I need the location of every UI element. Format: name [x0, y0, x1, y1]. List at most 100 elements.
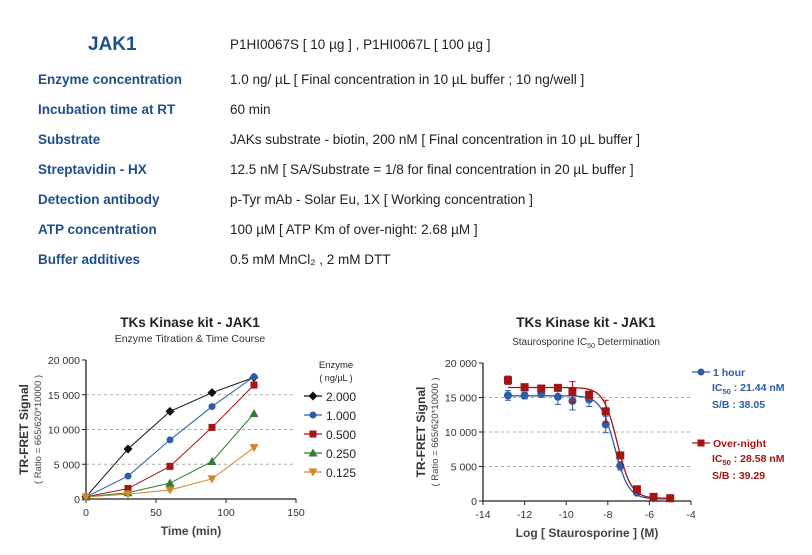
- square-marker: [666, 494, 675, 503]
- legend-label: 0.125: [326, 466, 356, 480]
- y-tick-label: 0: [74, 494, 80, 506]
- legend-label: 2.000: [326, 390, 356, 404]
- ic50-annotation: IC50 : 21.44 nM: [712, 382, 785, 396]
- condition-value: 1.0 ng/ µL [ Final concentration in 10 µ…: [230, 72, 585, 87]
- diamond-marker: [165, 406, 175, 416]
- y-tick-label: 10 000: [48, 425, 80, 437]
- circle-marker: [649, 494, 658, 503]
- circle-marker: [697, 368, 705, 376]
- triangle-marker: [165, 478, 175, 487]
- triangle-down-marker: [249, 444, 259, 453]
- circle-marker: [632, 488, 641, 497]
- page-title: JAK1: [88, 34, 137, 55]
- diamond-marker: [207, 388, 217, 398]
- y-tick-label: 5 000: [54, 459, 80, 471]
- legend-label: 0.500: [326, 428, 356, 442]
- y-tick-label: 15 000: [48, 390, 80, 402]
- triangle-down-marker: [308, 468, 318, 477]
- fit-curve: [508, 395, 671, 500]
- chart-subtitle: Staurosporine IC50 Determination: [512, 337, 660, 350]
- square-marker: [616, 451, 625, 460]
- condition-value: p-Tyr mAb - Solar Eu, 1X [ Working conce…: [230, 192, 533, 207]
- y-axis-sublabel: ( Ratio = 665/620*10000 ): [33, 375, 44, 484]
- enzyme-titration-chart: TKs Kinase kit - JAK1 0 5 000 10 000 15 000 2…: [17, 315, 356, 538]
- legend-title: Enzyme: [319, 360, 353, 371]
- x-tick-label: -4: [686, 509, 695, 521]
- circle-marker: [585, 395, 594, 404]
- x-tick-label: 0: [83, 507, 89, 519]
- condition-label: Enzyme concentration: [38, 72, 183, 87]
- circle-marker: [537, 390, 546, 399]
- condition-label: Buffer additives: [38, 252, 141, 267]
- y-tick-label: 5 000: [451, 462, 477, 474]
- chart-title: TKs Kinase kit - JAK1: [516, 315, 656, 330]
- condition-label: ATP concentration: [38, 222, 157, 237]
- legend-label: 1.000: [326, 409, 356, 423]
- x-tick-label: -8: [603, 509, 612, 521]
- y-tick-label: 10 000: [445, 427, 477, 439]
- circle-marker: [601, 420, 610, 429]
- x-axis-label: Log [ Staurosporine ] (M): [516, 526, 659, 540]
- square-marker: [537, 384, 546, 393]
- triangle-marker: [308, 448, 318, 457]
- circle-marker: [520, 391, 529, 400]
- square-marker: [250, 381, 258, 389]
- square-marker: [601, 407, 610, 416]
- circle-marker: [309, 411, 317, 419]
- condition-label: Incubation time at RT: [38, 102, 176, 117]
- square-marker: [697, 439, 705, 447]
- y-tick-label: 15 000: [445, 393, 477, 405]
- legend-label: 0.250: [326, 447, 356, 461]
- square-marker: [632, 485, 641, 494]
- triangle-down-marker: [207, 475, 217, 484]
- triangle-down-marker: [123, 490, 133, 499]
- catalog-numbers: P1HI0067S [ 10 µg ] , P1HI0067L [ 100 µg…: [230, 37, 491, 52]
- legend-label: Over-night: [713, 438, 767, 450]
- x-tick-label: 150: [287, 507, 305, 519]
- circle-marker: [553, 392, 562, 401]
- chart-subtitle: Enzyme Titration & Time Course: [115, 333, 266, 345]
- sb-annotation: S/B : 39.29: [712, 470, 765, 482]
- condition-label: Detection antibody: [38, 192, 160, 207]
- square-marker: [503, 376, 512, 385]
- square-marker: [520, 383, 529, 392]
- x-tick-label: -10: [559, 509, 574, 521]
- y-tick-label: 20 000: [48, 355, 80, 367]
- y-tick-label: 20 000: [445, 358, 477, 370]
- fit-curve: [508, 386, 671, 499]
- circle-marker: [166, 436, 174, 444]
- condition-value: 12.5 nM [ SA/Substrate = 1/8 for final c…: [230, 162, 634, 177]
- x-tick-label: 50: [150, 507, 162, 519]
- circle-marker: [250, 373, 258, 381]
- condition-label: Substrate: [38, 132, 101, 147]
- condition-value: 100 µM [ ATP Km of over-night: 2.68 µM ]: [230, 222, 478, 237]
- legend-unit: ( ng/µL ): [319, 373, 352, 383]
- x-axis-label: Time (min): [161, 524, 221, 538]
- square-marker: [208, 423, 216, 431]
- x-tick-label: 100: [217, 507, 235, 519]
- y-axis-label: TR-FRET Signal: [17, 384, 31, 475]
- y-axis-sublabel: ( Ratio = 665/620*10000 ): [430, 377, 441, 486]
- circle-marker: [503, 391, 512, 400]
- square-marker: [166, 462, 174, 470]
- triangle-marker: [207, 456, 217, 465]
- x-tick-label: -6: [645, 509, 654, 521]
- circle-marker: [616, 461, 625, 470]
- condition-value: JAKs substrate - biotin, 200 nM [ Final …: [230, 132, 640, 147]
- square-marker: [585, 390, 594, 399]
- diamond-marker: [123, 444, 133, 454]
- triangle-down-marker: [81, 493, 91, 502]
- x-tick-label: -14: [475, 509, 490, 521]
- legend-label: 1 hour: [713, 367, 745, 379]
- triangle-marker: [249, 409, 259, 418]
- circle-marker: [568, 396, 577, 405]
- x-tick-label: -12: [517, 509, 532, 521]
- condition-value: 60 min: [230, 102, 271, 117]
- condition-value: 0.5 mM MnCl₂ , 2 mM DTT: [230, 252, 391, 267]
- ic50-annotation: IC50 : 28.58 nM: [712, 453, 785, 467]
- square-marker: [649, 492, 658, 501]
- diamond-marker: [308, 391, 318, 401]
- triangle-down-marker: [165, 486, 175, 495]
- circle-marker: [208, 403, 216, 411]
- square-marker: [309, 430, 317, 438]
